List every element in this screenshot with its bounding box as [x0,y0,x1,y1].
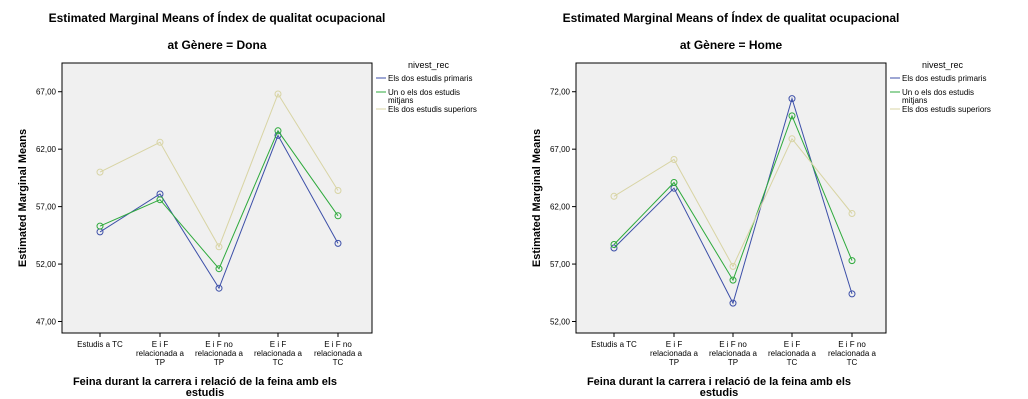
x-tick-label: E i F no relacionada a TP [709,340,758,367]
x-axis-title: Feina durant la carrera i relació de la … [73,376,337,399]
series-line-1 [99,129,339,270]
data-point [729,276,737,284]
data-point [334,239,342,247]
data-point [670,156,678,163]
y-tick-label: 67,00 [36,88,57,97]
chart-title: Estimated Marginal Means of Índex de qua… [49,10,386,25]
y-tick-label: 52,00 [36,260,57,269]
data-point [96,168,104,176]
legend-entry: Un o els dos estudis mitjans [388,88,460,105]
y-tick-label: 47,00 [36,318,57,327]
data-point [848,290,856,298]
chart-title: Estimated Marginal Means of Índex de qua… [563,10,900,25]
x-tick-label: Estudis a TC [77,340,123,349]
series-line-0 [99,134,339,290]
x-tick-label: E i F no relacionada a TP [195,340,244,367]
x-tick-label: Estudis a TC [591,340,637,349]
legend-title: nivest_rec [922,60,964,70]
data-point [788,95,796,103]
chart-subtitle: at Gènere = Dona [167,38,266,52]
plot-area [61,62,373,334]
y-tick-label: 67,00 [550,145,571,154]
legend-entry: Els dos estudis primaris [902,74,986,83]
legend-entry: Un o els dos estudis mitjans [902,88,974,105]
data-point [215,265,223,273]
x-axis-title: Feina durant la carrera i relació de la … [587,376,851,399]
chart-dona: Estimated Marginal Means of Índex de qua… [17,10,477,399]
y-tick-label: 62,00 [36,145,57,154]
data-point [215,284,223,292]
data-point [610,241,618,248]
data-point [274,90,282,98]
chart-subtitle: at Gènere = Home [680,38,783,52]
y-tick-label: 52,00 [550,318,571,327]
chart-home: Estimated Marginal Means of Índex de qua… [531,10,991,399]
legend-entry: Els dos estudis superiors [388,105,477,114]
x-tick-label: E i F no relacionada a TC [314,340,363,367]
series-line-2 [99,92,339,248]
data-point [156,138,164,146]
plot-area [575,62,887,334]
data-point [215,243,223,251]
data-point [610,244,618,252]
y-tick-label: 62,00 [550,203,571,212]
data-point [96,222,104,230]
y-axis-title: Estimated Marginal Means [17,129,29,267]
data-point [274,127,282,135]
legend-entry: Els dos estudis superiors [902,105,991,114]
y-tick-label: 72,00 [550,88,571,97]
data-point [670,179,678,186]
data-point [729,262,737,270]
x-tick-label: E i F no relacionada a TC [828,340,877,367]
y-tick-label: 57,00 [36,203,57,212]
data-point [788,135,796,143]
data-point [334,187,342,194]
legend-entry: Els dos estudis primaris [388,74,472,83]
data-point [788,112,796,120]
data-point [848,210,856,217]
data-point [848,257,856,265]
data-point [729,299,737,307]
legend-title: nivest_rec [408,60,450,70]
series-line-2 [613,137,853,268]
data-point [334,212,342,220]
data-point [156,196,164,204]
y-axis-title: Estimated Marginal Means [531,129,543,267]
data-point [610,192,618,200]
y-tick-label: 57,00 [550,260,571,269]
